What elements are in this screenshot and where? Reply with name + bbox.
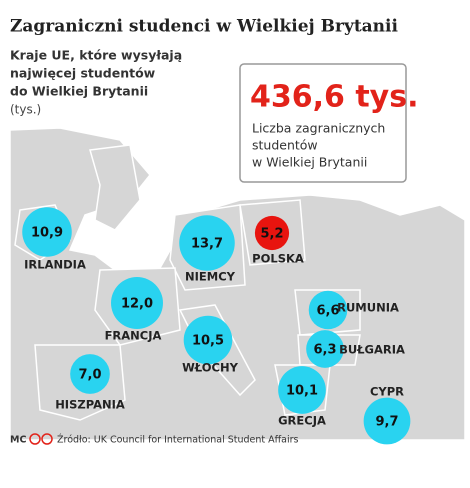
bubble [306,330,344,368]
bubble [308,290,348,330]
country-label: HISZPANIA [55,398,125,412]
bubble [183,315,233,365]
value-label: 9,7 [375,415,398,430]
value-label: 10,9 [31,226,63,241]
callout-text: studentów [252,138,318,153]
value-label: 10,5 [192,334,224,349]
license-icons [29,433,53,445]
country-label: FRANCJA [105,329,162,343]
country-label: CYPR [370,385,404,399]
callout-text: Liczba zagranicznych [252,121,385,136]
value-label: 7,0 [78,368,101,383]
callout-value: 436,6 tys. [250,80,419,115]
unit: (tys.) [10,103,41,117]
credit: MC [10,435,26,446]
country-label: NIEMCY [185,270,236,284]
country-label: BUŁGARIA [339,343,405,357]
bubble [278,366,326,414]
map-background [9,127,466,441]
value-label: 13,7 [191,237,223,252]
value-label: 10,1 [286,384,318,399]
value-label: 12,0 [121,297,153,312]
bubble [363,397,411,445]
source: Źródło: UK Council for International Stu… [57,434,299,446]
bubble [70,354,110,394]
subtitle: do Wielkiej Brytanii [10,84,148,99]
country-label: GRECJA [278,414,326,428]
value-label: 6,3 [313,343,336,358]
subtitle: Kraje UE, które wysyłają [10,48,182,63]
value-label: 5,2 [260,227,283,242]
country-label: RUMUNIA [337,301,399,315]
bubble [111,277,163,329]
subtitle: najwięcej studentów [10,66,156,81]
bubble [254,215,290,251]
country-label: POLSKA [252,252,304,266]
country-label: IRLANDIA [24,258,86,272]
callout-box [239,63,407,183]
chart-title: Zagraniczni studenci w Wielkiej Brytanii [10,17,399,37]
bubble [179,215,235,271]
callout-text: w Wielkiej Brytanii [252,155,367,170]
country-label: WŁOCHY [182,361,238,375]
value-label: 6,6 [316,304,339,319]
bubble [22,207,72,257]
